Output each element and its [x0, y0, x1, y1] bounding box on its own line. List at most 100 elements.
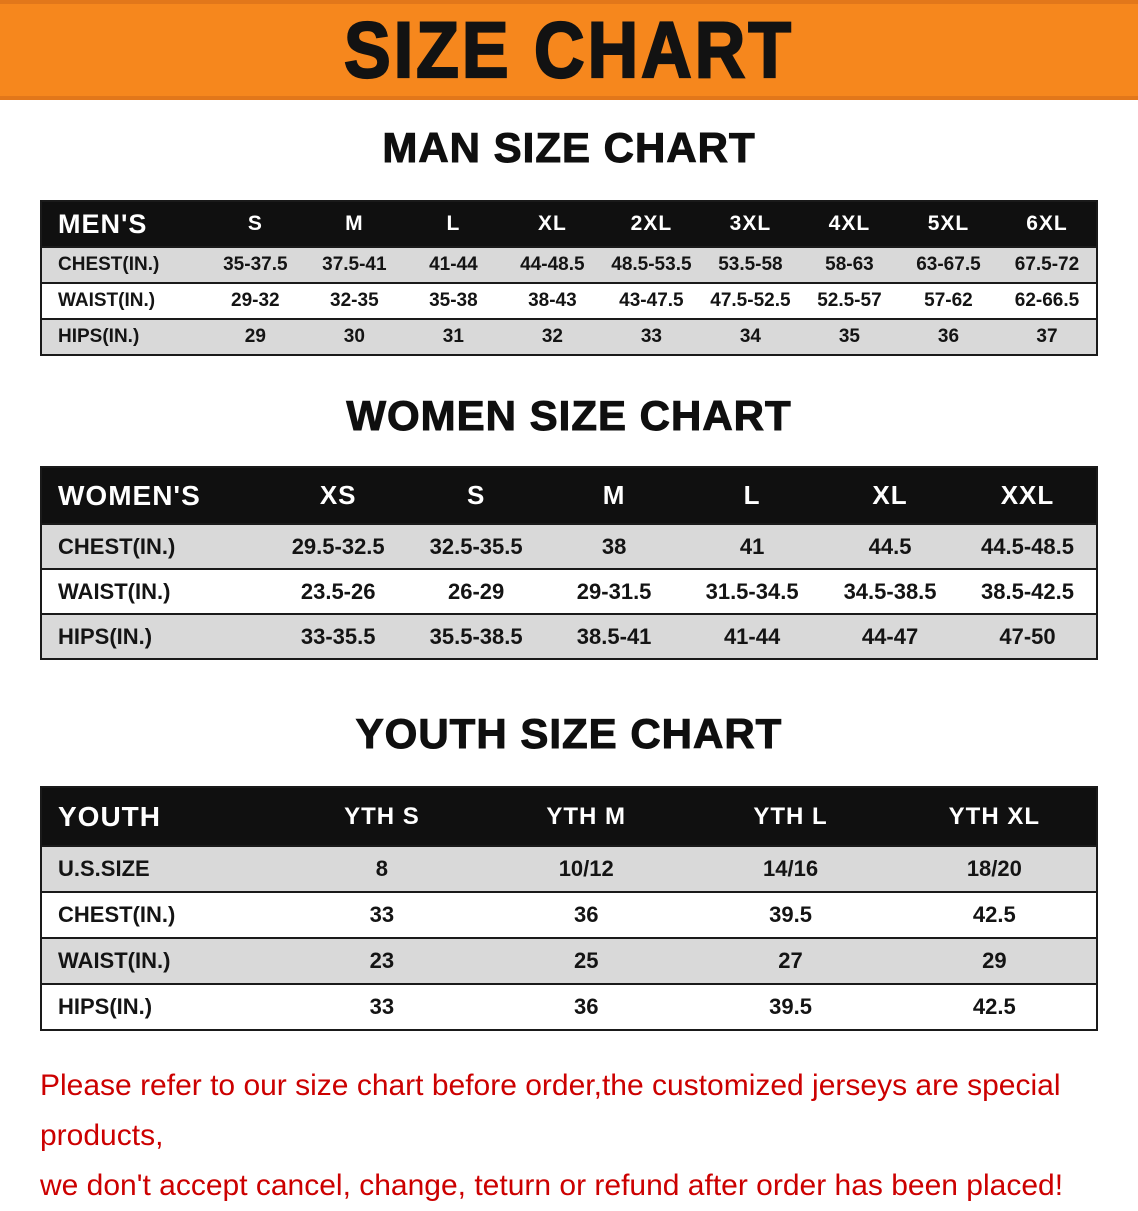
- size-column-header: S: [466, 480, 486, 510]
- size-value: 35-38: [429, 290, 478, 311]
- size-value: 57-62: [924, 290, 973, 311]
- table-row: HIPS(IN.) 33-35.5 35.5-38.5 38.5-41 41-44 44-…: [41, 614, 1097, 659]
- size-value: 63-67.5: [916, 254, 981, 275]
- size-value: 39.5: [769, 994, 812, 1019]
- size-value: 44-47: [861, 623, 919, 649]
- size-value: 41-44: [429, 254, 478, 275]
- size-value: 32.5-35.5: [429, 533, 523, 559]
- size-value: 14/16: [763, 856, 819, 881]
- size-value: 27: [778, 948, 803, 973]
- size-value: 8: [375, 856, 389, 881]
- measurement-label: HIPS(IN.): [58, 326, 140, 347]
- table-corner-label: MEN'S: [58, 208, 148, 239]
- size-value: 33-35.5: [300, 623, 376, 649]
- table-row: WAIST(IN.) 23 25 27 29: [41, 938, 1097, 984]
- men-table-header: MEN'S S M L XL 2XL 3XL 4XL 5XL 6XL: [41, 201, 1097, 247]
- measurement-label: HIPS(IN.): [58, 994, 153, 1019]
- youth-section-heading: YOUTH SIZE CHART: [355, 710, 783, 758]
- size-column-header: 4XL: [828, 212, 871, 235]
- women-section-heading: WOMEN SIZE CHART: [346, 392, 792, 440]
- header-row: MEN'S S M L XL 2XL 3XL 4XL 5XL 6XL: [41, 201, 1097, 247]
- banner-title: SIZE CHART: [343, 5, 794, 95]
- size-value: 31.5-34.5: [705, 578, 799, 604]
- size-column-header: XXL: [1000, 480, 1055, 510]
- table-row: CHEST(IN.) 29.5-32.5 32.5-35.5 38 41 44.5 44.5…: [41, 524, 1097, 569]
- size-value: 23.5-26: [300, 578, 376, 604]
- size-value: 18/20: [966, 856, 1022, 881]
- size-column-header: 3XL: [729, 212, 772, 235]
- table-row: WAIST(IN.) 29-32 32-35 35-38 38-43 43-47.5 47.…: [41, 283, 1097, 319]
- size-value: 32: [541, 326, 563, 347]
- size-value: 44-48.5: [520, 254, 585, 275]
- size-value: 36: [573, 902, 599, 927]
- size-column-header: XS: [319, 480, 357, 510]
- size-column-header: L: [446, 212, 461, 235]
- measurement-label: HIPS(IN.): [58, 623, 153, 649]
- table-row: WAIST(IN.) 23.5-26 26-29 29-31.5 31.5-34.5 34…: [41, 569, 1097, 614]
- size-value: 35.5-38.5: [429, 623, 523, 649]
- size-column-header: 2XL: [630, 212, 673, 235]
- women-table-header: WOMEN'S XS S M L XL XXL: [41, 467, 1097, 524]
- size-value: 48.5-53.5: [611, 254, 692, 275]
- size-value: 53.5-58: [718, 254, 783, 275]
- size-value: 33: [369, 902, 395, 927]
- disclaimer-line-2: we don't accept cancel, change, teturn o…: [40, 1169, 1064, 1202]
- size-value: 37: [1036, 326, 1058, 347]
- size-value: 43-47.5: [619, 290, 684, 311]
- measurement-label: WAIST(IN.): [58, 948, 171, 973]
- measurement-label: WAIST(IN.): [58, 578, 171, 604]
- table-corner-label: YOUTH: [58, 800, 161, 832]
- size-value: 26-29: [448, 578, 505, 604]
- size-column-header: XL: [537, 212, 567, 235]
- size-column-header: L: [743, 480, 761, 510]
- size-value: 62-66.5: [1014, 290, 1080, 311]
- size-value: 34: [739, 326, 761, 347]
- size-value: 30: [343, 326, 365, 347]
- size-value: 47.5-52.5: [710, 290, 791, 311]
- size-value: 29.5-32.5: [291, 533, 385, 559]
- size-value: 25: [573, 948, 599, 973]
- size-value: 42.5: [972, 994, 1016, 1019]
- size-value: 38: [601, 533, 627, 559]
- size-value: 52.5-57: [817, 290, 882, 311]
- table-corner-label: WOMEN'S: [58, 479, 201, 511]
- size-value: 41-44: [723, 623, 781, 649]
- size-value: 33: [369, 994, 395, 1019]
- size-column-header: M: [602, 480, 626, 510]
- youth-table-body: U.S.SIZE 8 10/12 14/16 18/20 CHEST(IN.) 33 36 39…: [41, 846, 1097, 1030]
- youth-size-table: YOUTH YTH S YTH M YTH L YTH XL U.S.SIZE 8 10/1…: [40, 786, 1098, 1031]
- table-row: CHEST(IN.) 33 36 39.5 42.5: [41, 892, 1097, 938]
- header-row: WOMEN'S XS S M L XL XXL: [41, 467, 1097, 524]
- size-column-header: 6XL: [1026, 212, 1068, 235]
- size-column-header: M: [345, 212, 364, 235]
- size-value: 38.5-42.5: [981, 578, 1074, 604]
- size-value: 44.5-48.5: [981, 533, 1074, 559]
- disclaimer: Please refer to our size chart before or…: [40, 1061, 1120, 1211]
- size-value: 39.5: [769, 902, 812, 927]
- measurement-label: CHEST(IN.): [58, 533, 176, 559]
- size-column-header: XL: [872, 480, 908, 510]
- size-value: 33: [640, 326, 662, 347]
- men-table-body: CHEST(IN.) 35-37.5 37.5-41 41-44 44-48.5 48.5…: [41, 247, 1097, 355]
- size-column-header: YTH XL: [948, 802, 1041, 830]
- size-column-header: YTH M: [546, 802, 627, 830]
- size-value: 44.5: [868, 533, 912, 559]
- size-value: 34.5-38.5: [843, 578, 937, 604]
- size-value: 29: [244, 326, 266, 347]
- men-section-heading: MAN SIZE CHART: [382, 124, 756, 172]
- table-row: U.S.SIZE 8 10/12 14/16 18/20: [41, 846, 1097, 892]
- measurement-label: WAIST(IN.): [58, 290, 156, 311]
- banner: SIZE CHART: [0, 0, 1138, 100]
- table-row: HIPS(IN.) 29 30 31 32 33 34 35 36 37: [41, 319, 1097, 355]
- size-value: 29: [982, 948, 1007, 973]
- size-value: 58-63: [825, 254, 874, 275]
- measurement-label: CHEST(IN.): [58, 254, 160, 275]
- size-column-header: S: [247, 212, 263, 235]
- size-value: 10/12: [558, 856, 614, 881]
- table-row: CHEST(IN.) 35-37.5 37.5-41 41-44 44-48.5 48.5…: [41, 247, 1097, 283]
- size-column-header: YTH S: [344, 802, 420, 830]
- women-table-body: CHEST(IN.) 29.5-32.5 32.5-35.5 38 41 44.5 44.5…: [41, 524, 1097, 659]
- measurement-label: U.S.SIZE: [58, 856, 150, 881]
- size-value: 35: [838, 326, 860, 347]
- size-value: 47-50: [999, 623, 1056, 649]
